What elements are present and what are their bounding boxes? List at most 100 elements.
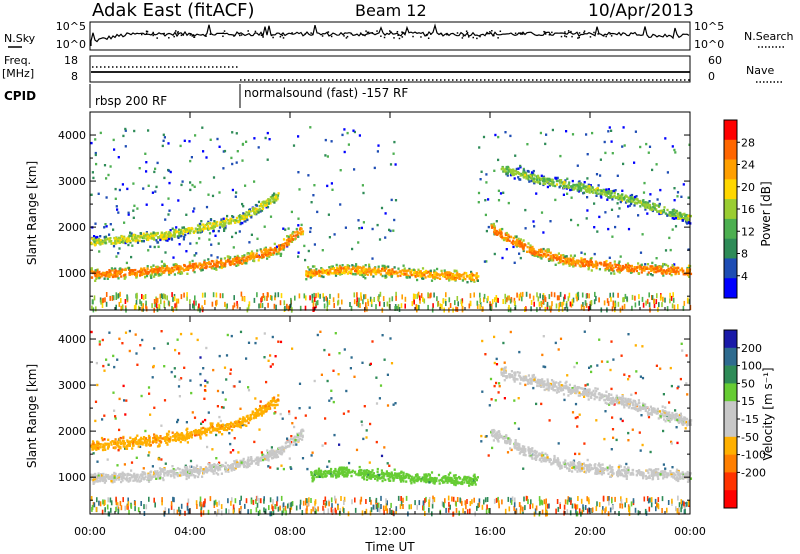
echo-cell [633,204,636,207]
echo-cell [363,405,366,408]
echo-cell [642,201,645,204]
echo-cell [128,268,131,271]
echo-cell [385,498,387,504]
echo-cell [466,275,469,278]
echo-cell [182,226,185,229]
echo-cell [504,293,506,299]
echo-cell [185,250,188,253]
echo-cell [166,295,168,301]
echo-cell [122,134,125,138]
nsearch-point [345,37,348,39]
echo-cell [554,253,557,257]
echo-cell [144,233,147,237]
echo-cell [368,265,371,269]
echo-cell [617,215,620,218]
echo-cell [549,220,552,223]
echo-cell [667,269,670,272]
freq-unit: [MHz] [2,67,34,80]
nsearch-point [398,37,401,40]
nsearch-point [544,31,546,33]
echo-cell [312,302,315,308]
nsearch-point [152,31,154,34]
echo-cell [660,267,663,270]
echo-cell [574,262,577,265]
echo-cell [215,300,217,306]
echo-cell [250,257,253,260]
echo-cell [610,340,613,343]
echo-cell [549,254,552,257]
echo-cell [147,184,150,187]
echo-cell [608,500,610,506]
echo-cell [103,272,106,275]
echo-cell [244,184,247,187]
echo-cell [529,248,532,252]
echo-cell [647,151,650,154]
echo-cell [416,278,419,282]
echo-cell [184,510,186,516]
echo-cell [540,402,543,406]
echo-cell [674,211,677,214]
echo-cell [571,179,574,183]
echo-cell [485,173,488,176]
echo-cell [218,354,221,358]
echo-cell [265,206,268,209]
echo-cell [642,302,645,308]
echo-cell [541,500,544,506]
echo-cell [98,276,101,280]
echo-cell [526,143,529,146]
echo-cell [444,273,447,277]
echo-cell [154,302,156,308]
echo-cell [666,271,669,274]
echo-cell [209,138,212,141]
echo-cell [577,291,580,297]
echo-cell [634,302,637,308]
echo-cell [632,270,635,273]
echo-cell [512,245,515,249]
echo-cell [400,272,404,275]
echo-cell [139,232,142,235]
echo-cell [424,269,427,273]
echo-cell [479,178,482,181]
echo-cell [477,275,480,278]
echo-cell [231,261,234,264]
echo-cell [118,247,121,250]
echo-cell [249,254,253,257]
echo-cell [421,274,424,278]
echo-cell [156,268,159,271]
echo-cell [554,256,558,260]
echo-cell [192,466,195,469]
echo-cell [289,442,292,446]
echo-cell [185,213,188,216]
echo-cell [673,214,676,218]
echo-cell [366,273,369,276]
echo-cell [614,225,617,229]
echo-cell [301,438,304,441]
echo-cell [269,295,272,300]
echo-cell [638,294,640,300]
echo-cell [251,253,255,256]
echo-cell [336,267,339,271]
echo-cell [576,223,580,227]
echo-cell [401,294,403,300]
echo-cell [395,508,397,514]
echo-cell [677,385,680,388]
echo-cell [565,187,568,190]
echo-cell [494,297,496,303]
echo-cell [199,356,202,359]
echo-cell [538,496,541,502]
echo-cell [186,230,189,234]
echo-cell [637,214,640,217]
echo-cell [369,510,372,516]
echo-cell [329,271,332,274]
echo-cell [242,215,245,219]
echo-cell [213,267,216,270]
echo-cell [99,239,102,242]
echo-cell [611,235,614,238]
echo-cell [619,255,622,258]
echo-cell [333,233,336,236]
echo-cell [365,269,368,273]
echo-cell [164,507,167,513]
echo-cell [130,272,134,276]
echo-cell [215,259,218,262]
echo-cell [594,188,597,191]
